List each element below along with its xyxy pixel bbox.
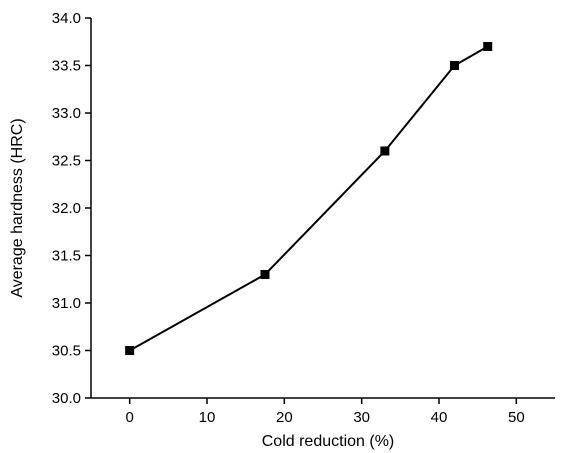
data-point-marker xyxy=(260,270,270,279)
series-line xyxy=(129,45,489,352)
y-axis-ticks: 30.0 30.5 31.0 31.5 32.0 32.5 33.0 33.5 34.0 xyxy=(52,10,91,407)
y-tick-label: 30.5 xyxy=(52,343,81,360)
x-tick-label: 40 xyxy=(431,409,448,426)
data-point-marker xyxy=(125,346,135,355)
y-tick-label: 32.0 xyxy=(52,200,81,217)
x-tick-label: 30 xyxy=(353,409,370,426)
data-point-marker xyxy=(380,146,390,156)
x-tick-label: 20 xyxy=(276,409,293,426)
y-tick-label: 33.5 xyxy=(52,58,81,75)
x-axis-title: Cold reduction (%) xyxy=(262,433,395,450)
x-tick-label: 50 xyxy=(508,409,525,426)
data-point-marker xyxy=(483,42,493,51)
data-point-marker xyxy=(449,61,459,70)
x-tick-label: 0 xyxy=(125,409,133,426)
x-axis-ticks: 0 10 20 30 40 50 xyxy=(125,398,525,426)
y-tick-label: 33.0 xyxy=(52,105,81,122)
y-tick-label: 30.0 xyxy=(52,390,81,407)
y-tick-label: 31.0 xyxy=(52,295,81,312)
series-layer xyxy=(125,42,493,355)
plot-frame xyxy=(90,18,555,399)
x-tick-label: 10 xyxy=(199,409,216,426)
y-axis-title: Average hardness (HRC) xyxy=(9,118,26,297)
y-tick-label: 34.0 xyxy=(52,10,81,27)
y-tick-label: 31.5 xyxy=(52,248,81,265)
y-tick-label: 32.5 xyxy=(52,153,81,170)
